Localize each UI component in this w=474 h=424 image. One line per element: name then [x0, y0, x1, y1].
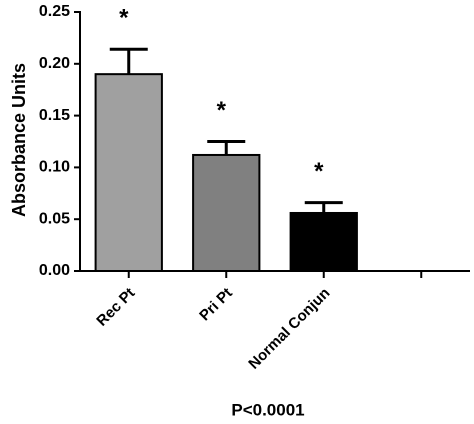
significance-marker: *	[314, 158, 324, 185]
x-tick-label: Normal Conjun	[245, 285, 333, 373]
x-tick-label: Pri Pt	[196, 285, 236, 325]
bar	[192, 153, 261, 272]
bar	[94, 73, 163, 272]
y-tick-label: 0.10	[39, 159, 70, 176]
y-tick-label: 0.25	[39, 3, 70, 20]
y-tick-label: 0.05	[39, 210, 70, 227]
x-axis-label: P<0.0001	[231, 400, 304, 419]
y-tick-label: 0.20	[39, 55, 70, 72]
y-tick-label: 0.00	[39, 262, 70, 279]
y-tick-label: 0.15	[39, 107, 70, 124]
significance-marker: *	[119, 5, 129, 32]
x-tick-label: Rec Pt	[93, 285, 138, 330]
significance-marker: *	[217, 97, 227, 124]
y-axis-label: Absorbance Units	[9, 63, 29, 217]
bar	[289, 211, 358, 272]
